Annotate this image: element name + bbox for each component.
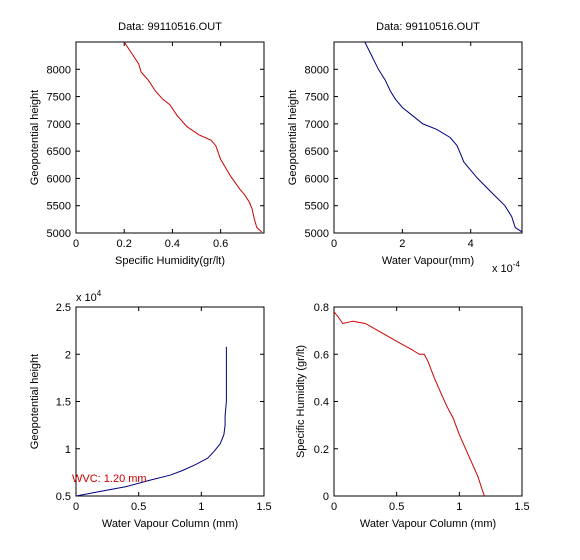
y-tick-label: 0.4 [314,397,329,409]
y-tick-label: 1 [65,444,71,456]
x-tick-label: 4 [468,238,474,250]
x-tick-label: 0 [73,238,79,250]
x-tick-label: 2 [399,238,405,250]
plot-area [75,41,265,234]
x-tick-label: 1.5 [514,501,529,513]
x-tick-label: 0 [73,501,79,513]
x-axis-label: Water Vapour(mm) [382,255,474,267]
y-tick-label: 0.6 [314,349,329,361]
x-axis-label: Water Vapour Column (mm) [360,518,496,530]
y-tick-label: 6000 [305,173,329,185]
series-line [334,311,485,496]
y-tick-label: 0 [323,491,329,503]
y-tick-label: 0.8 [314,302,329,314]
y-tick-label: 1.5 [56,397,71,409]
chart-panel-1: 0 0.2 0.4 0.6 5000 5500 6000 6500 7000 7500 8000 Da… [29,21,265,267]
chart-title: Data: 99110516.OUT [118,21,222,33]
y-tick-label: 5000 [47,228,71,240]
plot-area [333,41,523,234]
y-axis-label: Geopotential height [29,354,41,449]
plot-area [333,306,523,497]
series-line [123,42,262,233]
x-tick-label: 0.2 [117,238,132,250]
x-tick-label: 0.5 [131,501,146,513]
y-tick-label: 6000 [47,173,71,185]
y-tick-label: 7000 [305,119,329,131]
y-axis-label: Specific Humidity (gr/lt) [295,345,307,458]
x-axis-multiplier: x 10-4 [492,260,520,275]
x-tick-label: 0.5 [389,501,404,513]
x-tick-label: 1 [456,501,462,513]
y-tick-label: 7000 [47,119,71,131]
y-axis-multiplier: x 104 [76,289,102,304]
y-tick-label: 0.2 [314,444,329,456]
y-tick-label: 2 [65,349,71,361]
y-tick-label: 6500 [47,146,71,158]
chart-panel-4: 0 0.5 1 1.5 0 0.2 0.4 0.6 0.8 Water Vapour Column… [295,302,530,530]
x-tick-label: 1.5 [256,501,271,513]
chart-panel-2: 0 2 4 5000 5500 6000 6500 7000 7500 8000 Data: 991… [287,21,523,275]
x-axis-label: Water Vapour Column (mm) [102,518,238,530]
y-tick-label: 5500 [47,201,71,213]
x-tick-label: 0 [331,238,337,250]
y-tick-label: 7500 [47,92,71,104]
y-tick-label: 7500 [305,92,329,104]
chart-title: Data: 99110516.OUT [376,21,480,33]
wvc-annotation: WVC: 1.20 mm [72,473,147,485]
x-tick-label: 1 [198,501,204,513]
y-tick-label: 2.5 [56,302,71,314]
y-tick-label: 8000 [47,64,71,76]
y-tick-label: 6500 [305,146,329,158]
x-tick-label: 0.4 [165,238,180,250]
y-tick-label: 8000 [305,64,329,76]
x-axis-label: Specific Humidity(gr/lt) [115,255,225,267]
plot-area [75,306,265,497]
y-tick-label: 0.5 [56,491,71,503]
x-tick-label: 0.6 [213,238,228,250]
series-line [364,42,522,233]
y-tick-label: 5000 [305,228,329,240]
series-line [76,346,227,496]
y-axis-label: Geopotential height [287,90,299,185]
y-axis-label: Geopotential height [29,90,41,185]
y-tick-label: 5500 [305,201,329,213]
x-tick-label: 0 [331,501,337,513]
